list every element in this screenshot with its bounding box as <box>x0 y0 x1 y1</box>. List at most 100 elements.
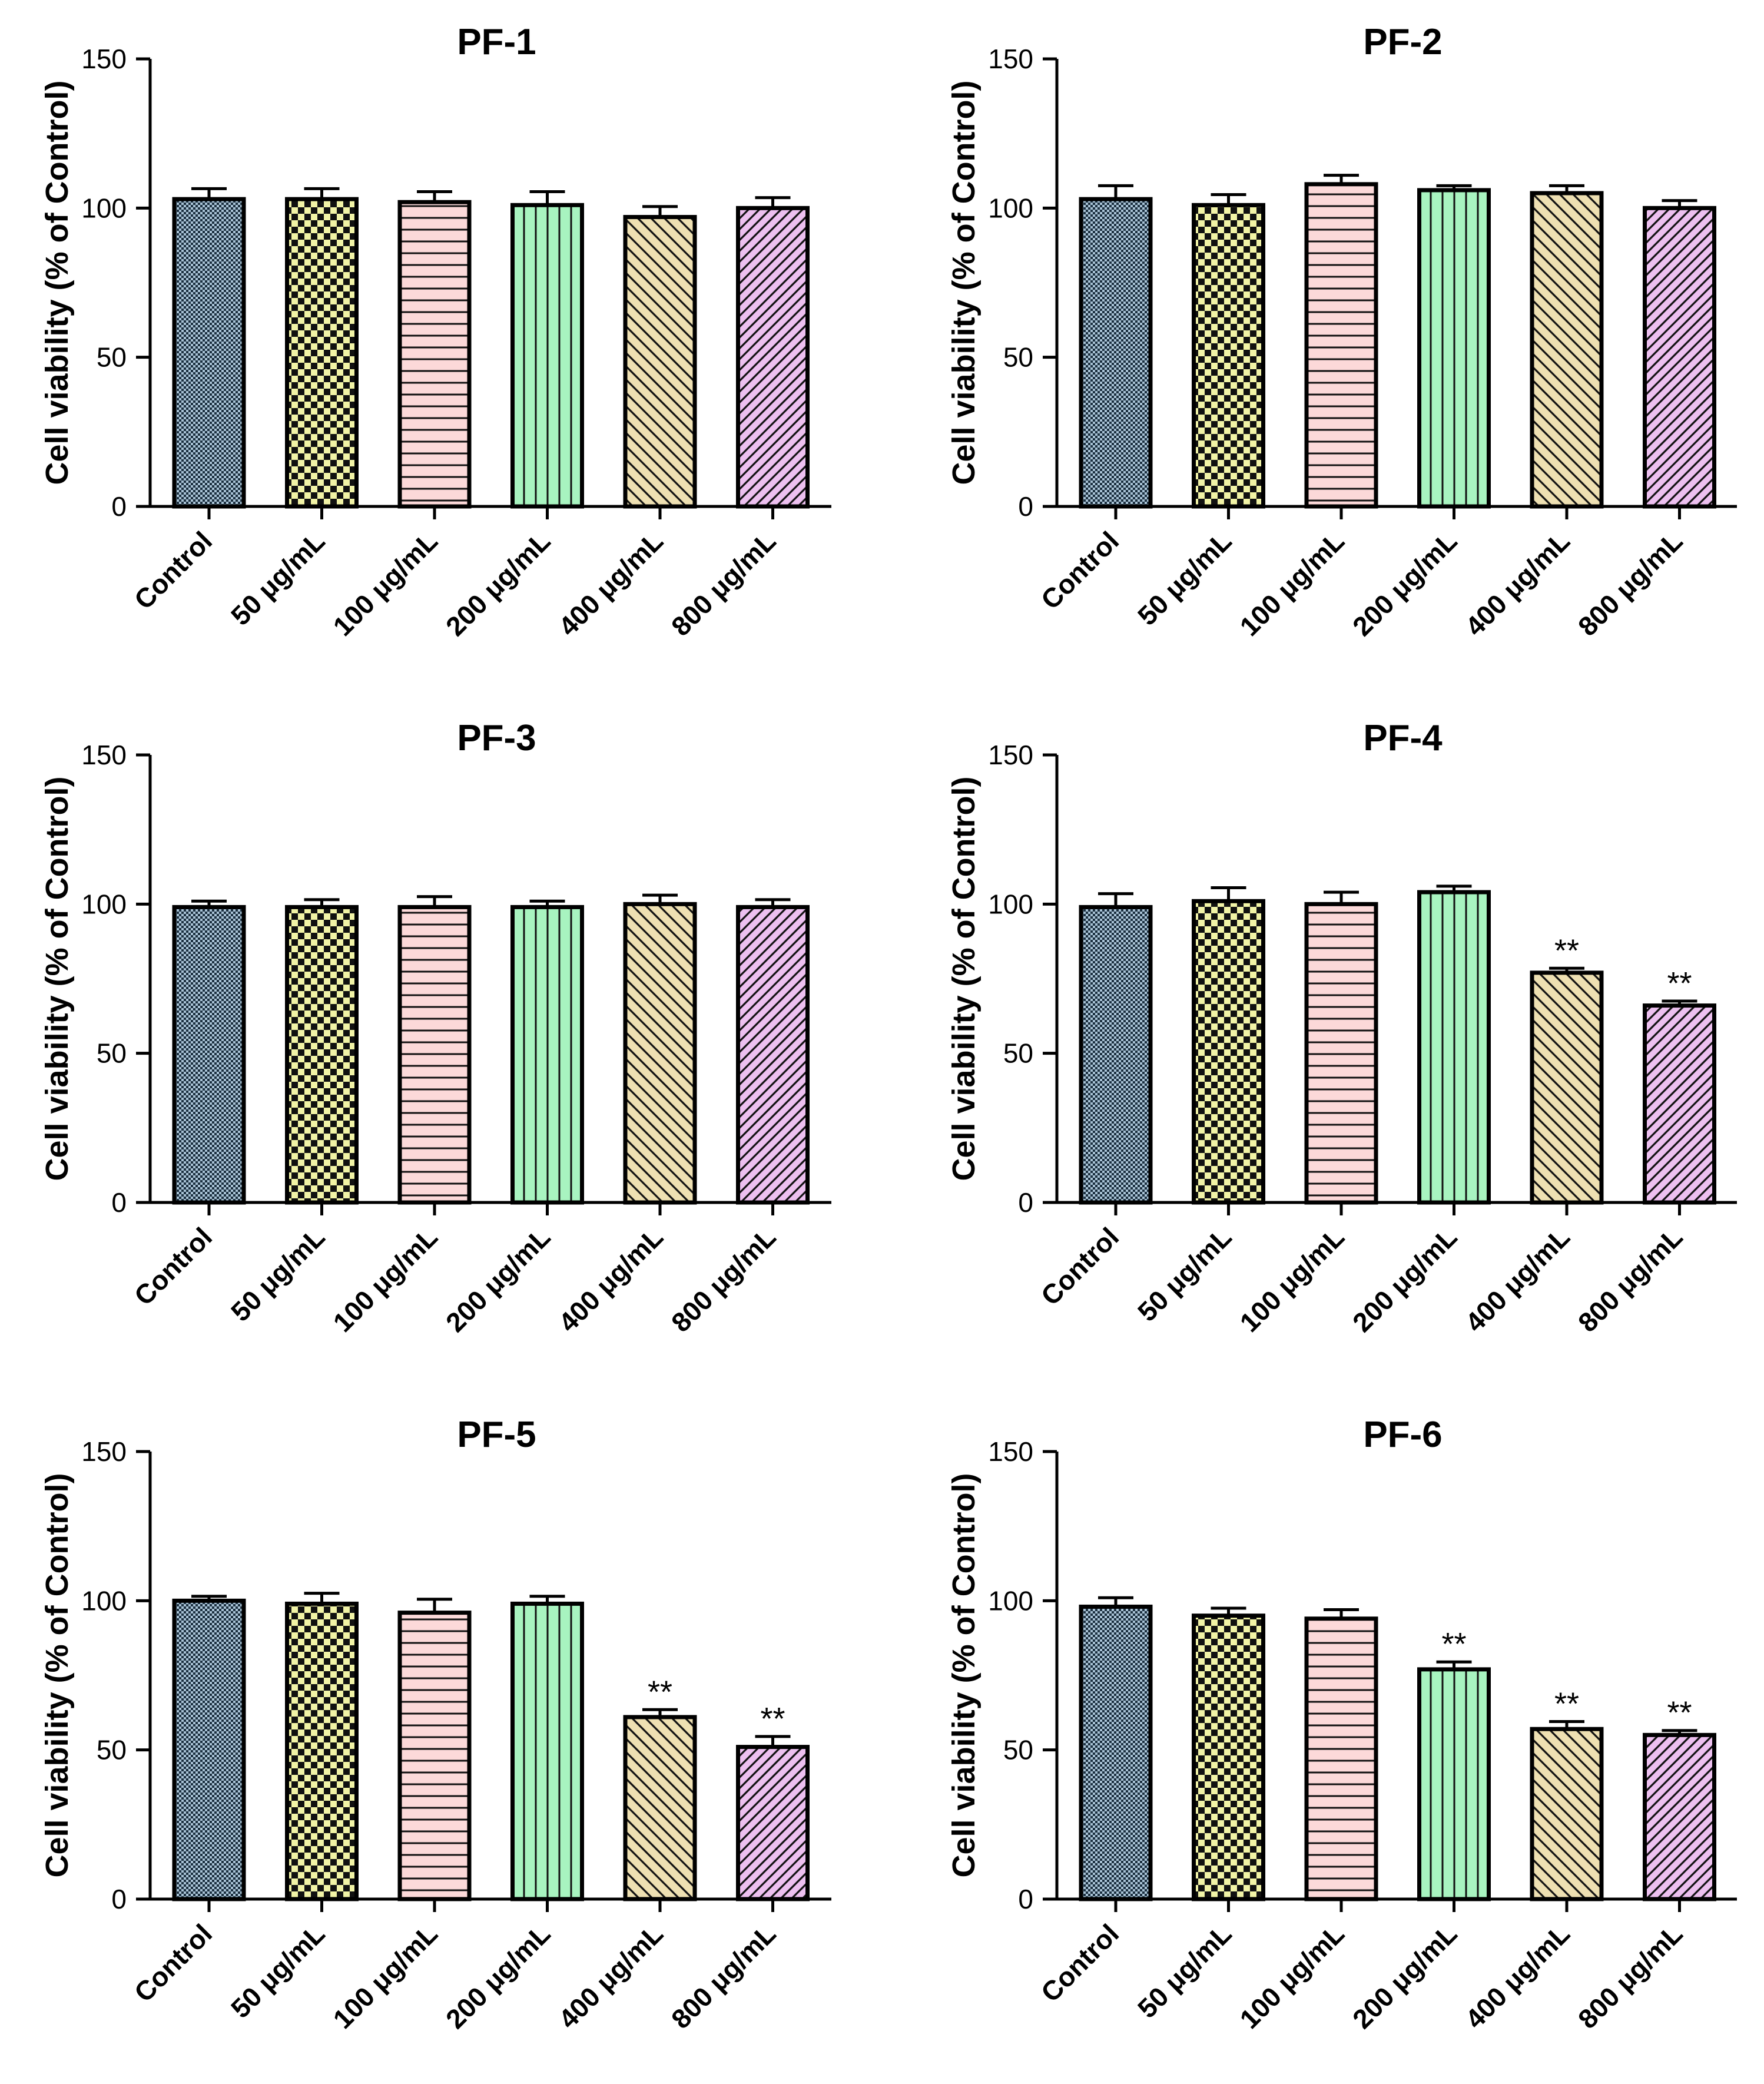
bar-800-μg-ml <box>1643 1003 1716 1205</box>
bar-control <box>172 1598 246 1901</box>
bar-400-μg-ml <box>1530 191 1604 509</box>
x-tick-label: 800 μg/mL <box>1572 525 1689 642</box>
x-tick-label: Control <box>1035 525 1125 615</box>
y-tick-label: 150 <box>81 1436 127 1467</box>
x-tick-label: 200 μg/mL <box>440 525 556 642</box>
bar-100-μg-ml <box>1304 182 1378 509</box>
bar-400-μg-ml <box>1530 1727 1604 1901</box>
x-tick-label: 400 μg/mL <box>552 525 669 642</box>
x-tick-label: 800 μg/mL <box>665 1221 782 1338</box>
bar-200-μg-ml <box>510 203 584 509</box>
x-tick-label: 100 μg/mL <box>1234 1918 1350 2035</box>
x-tick-label: 50 μg/mL <box>1132 1221 1238 1327</box>
chart-panel-6: PF-6 Cell viability (% of Control) 0 50 100 1… <box>946 1414 1737 2035</box>
bar-200-μg-ml <box>510 1601 584 1901</box>
x-tick-label: 50 μg/mL <box>225 525 331 631</box>
y-tick-label: 100 <box>81 193 127 223</box>
x-tick-label: 100 μg/mL <box>327 525 443 642</box>
bar-control <box>1079 197 1153 509</box>
bar-50-μg-ml <box>1192 899 1265 1205</box>
significance-marker: ** <box>1441 1626 1466 1662</box>
bar-200-μg-ml <box>510 904 584 1205</box>
chart-title: PF-5 <box>457 1414 536 1455</box>
chart-title: PF-1 <box>457 22 536 62</box>
bar-control <box>1079 904 1153 1205</box>
y-axis-label: Cell viability (% of Control) <box>39 776 75 1181</box>
y-axis-label: Cell viability (% of Control) <box>946 776 982 1181</box>
x-tick-label: 800 μg/mL <box>665 525 782 642</box>
y-axis-label: Cell viability (% of Control) <box>946 80 982 485</box>
y-tick-label: 100 <box>988 889 1033 919</box>
bar-control <box>1079 1604 1153 1901</box>
y-tick-label: 50 <box>97 1038 127 1069</box>
bar-800-μg-ml <box>1643 206 1716 509</box>
y-axis-label: Cell viability (% of Control) <box>39 1473 75 1877</box>
x-tick-label: 200 μg/mL <box>1347 1918 1463 2035</box>
x-tick-label: Control <box>128 1221 218 1311</box>
y-tick-label: 50 <box>97 1735 127 1765</box>
bar-100-μg-ml <box>397 200 472 509</box>
y-tick-label: 0 <box>1018 491 1033 522</box>
bar-50-μg-ml <box>1192 203 1265 509</box>
chart-panel-1: PF-1 Cell viability (% of Control) 0 50 100 1… <box>39 22 831 642</box>
y-tick-label: 0 <box>1018 1884 1033 1914</box>
bar-800-μg-ml <box>736 1745 810 1901</box>
y-tick-label: 0 <box>1018 1187 1033 1218</box>
chart-title: PF-6 <box>1363 1414 1442 1455</box>
y-tick-label: 100 <box>988 193 1033 223</box>
x-tick-label: Control <box>128 1918 218 2007</box>
x-tick-label: 50 μg/mL <box>225 1221 331 1327</box>
significance-marker: ** <box>1667 966 1692 1001</box>
significance-marker: ** <box>1667 1695 1692 1731</box>
y-tick-label: 150 <box>988 1436 1033 1467</box>
y-tick-label: 100 <box>988 1585 1033 1616</box>
y-tick-label: 50 <box>1003 1038 1033 1069</box>
bar-100-μg-ml <box>1304 902 1378 1205</box>
y-tick-label: 50 <box>1003 1735 1033 1765</box>
y-tick-label: 150 <box>988 740 1033 770</box>
significance-marker: ** <box>1554 1687 1579 1722</box>
chart-panel-3: PF-3 Cell viability (% of Control) 0 50 100 1… <box>39 718 831 1338</box>
x-tick-label: 50 μg/mL <box>1132 525 1238 631</box>
significance-marker: ** <box>760 1701 785 1737</box>
bar-100-μg-ml <box>1304 1616 1378 1901</box>
x-tick-label: 400 μg/mL <box>1459 525 1576 642</box>
x-tick-label: 800 μg/mL <box>1572 1918 1689 2035</box>
bar-50-μg-ml <box>285 1601 359 1901</box>
x-tick-label: 100 μg/mL <box>1234 1221 1350 1338</box>
y-tick-label: 150 <box>81 44 127 74</box>
y-tick-label: 150 <box>81 740 127 770</box>
chart-title: PF-3 <box>457 718 536 758</box>
chart-panel-4: PF-4 Cell viability (% of Control) 0 50 100 1… <box>946 718 1737 1338</box>
chart-title: PF-4 <box>1363 718 1443 758</box>
y-tick-label: 0 <box>111 1187 127 1218</box>
significance-marker: ** <box>1554 933 1579 968</box>
y-tick-label: 50 <box>97 342 127 373</box>
x-tick-label: 100 μg/mL <box>327 1918 443 2035</box>
x-tick-label: 200 μg/mL <box>440 1221 556 1338</box>
x-tick-label: 200 μg/mL <box>1347 525 1463 642</box>
x-tick-label: 400 μg/mL <box>552 1918 669 2035</box>
bar-100-μg-ml <box>397 1611 472 1901</box>
x-tick-label: 100 μg/mL <box>327 1221 443 1338</box>
bar-50-μg-ml <box>285 197 359 509</box>
bar-400-μg-ml <box>623 902 697 1205</box>
x-tick-label: 50 μg/mL <box>1132 1918 1238 2024</box>
bar-200-μg-ml <box>1417 188 1491 509</box>
y-axis-label: Cell viability (% of Control) <box>946 1473 982 1877</box>
chart-title: PF-2 <box>1363 22 1442 62</box>
bar-400-μg-ml <box>623 215 697 509</box>
x-tick-label: 200 μg/mL <box>440 1918 556 2035</box>
y-tick-label: 100 <box>81 889 127 919</box>
y-tick-label: 150 <box>988 44 1033 74</box>
bar-800-μg-ml <box>736 904 810 1205</box>
bar-50-μg-ml <box>285 904 359 1205</box>
bar-800-μg-ml <box>736 206 810 509</box>
x-tick-label: Control <box>1035 1918 1125 2007</box>
x-tick-label: 200 μg/mL <box>1347 1221 1463 1338</box>
y-axis-label: Cell viability (% of Control) <box>39 80 75 485</box>
y-tick-label: 100 <box>81 1585 127 1616</box>
bar-200-μg-ml <box>1417 1667 1491 1901</box>
x-tick-label: Control <box>1035 1221 1125 1311</box>
